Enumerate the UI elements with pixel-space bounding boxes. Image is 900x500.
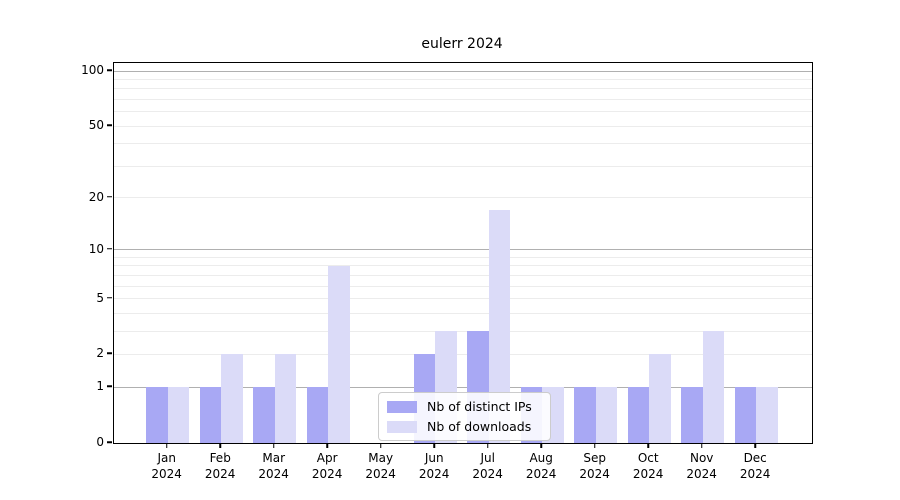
chart-title: eulerr 2024 — [421, 36, 503, 52]
bar-ips-oct — [627, 387, 650, 443]
y-tick-label-2: 2 — [96, 346, 104, 361]
legend-label-distinct-ips: Nb of distinct IPs — [427, 399, 532, 414]
gridline — [114, 111, 812, 113]
gridline — [114, 353, 812, 355]
bar-downloads-feb — [221, 354, 243, 443]
gridline — [114, 312, 812, 314]
bar-downloads-dec — [756, 387, 778, 443]
x-tick-label-aug: Aug 2024 — [525, 451, 557, 481]
x-tick-mark — [272, 443, 275, 448]
gridline — [114, 78, 812, 80]
y-tick-label-100: 100 — [81, 63, 104, 77]
x-tick-label-apr: Apr 2024 — [311, 451, 343, 481]
legend-entry-distinct-ips: Nb of distinct IPs — [387, 399, 532, 414]
x-tick-mark — [593, 443, 596, 448]
x-tick-label-jan: Jan 2024 — [151, 451, 182, 481]
x-tick-label-may: May 2024 — [365, 451, 396, 481]
gridline — [114, 98, 812, 100]
gridline — [114, 70, 812, 72]
gridline — [114, 330, 812, 332]
x-tick-mark — [754, 443, 756, 448]
y-tick-label-5: 5 — [96, 290, 104, 305]
x-tick-label-oct: Oct 2024 — [632, 451, 664, 481]
x-tick-label-jul: Jul 2024 — [472, 451, 503, 481]
bar-downloads-mar — [274, 354, 297, 443]
x-tick-label-nov: Nov 2024 — [686, 451, 717, 481]
bar-ips-apr — [306, 387, 329, 443]
gridline — [114, 197, 812, 199]
gridline — [114, 143, 812, 145]
x-tick-mark — [486, 443, 489, 448]
bar-downloads-jan — [167, 387, 190, 443]
bar-ips-jan — [146, 387, 168, 443]
gridline — [114, 386, 812, 388]
x-tick-mark — [165, 443, 168, 448]
bar-downloads-jul — [488, 210, 511, 443]
gridline — [114, 249, 812, 251]
x-tick-mark — [326, 443, 328, 448]
x-tick-mark — [700, 443, 703, 448]
bar-downloads-sep — [595, 387, 618, 443]
y-tick-mark — [107, 69, 112, 71]
x-tick-mark — [540, 443, 542, 448]
y-tick-label-10: 10 — [88, 241, 104, 256]
gridline — [114, 256, 812, 258]
gridline — [114, 265, 812, 267]
legend-label-downloads: Nb of downloads — [427, 419, 532, 434]
bar-downloads-oct — [649, 354, 671, 443]
gridline — [114, 274, 812, 276]
y-tick-label-20: 20 — [88, 189, 104, 204]
x-tick-label-mar: Mar 2024 — [258, 451, 289, 481]
bar-downloads-apr — [328, 265, 350, 443]
x-tick-label-sep: Sep 2024 — [579, 451, 610, 481]
y-tick-label-1: 1 — [96, 379, 104, 394]
bar-ips-mar — [253, 387, 275, 443]
x-tick-mark — [219, 443, 221, 448]
legend-swatch-downloads-icon — [387, 420, 417, 433]
y-tick-mark — [107, 124, 112, 126]
y-tick-mark — [107, 352, 112, 355]
x-tick-mark — [647, 443, 649, 448]
bar-ips-feb — [199, 387, 222, 443]
y-tick-mark — [107, 195, 112, 198]
legend-swatch-distinct-ips-icon — [387, 400, 417, 413]
gridline — [114, 125, 812, 127]
gridline — [114, 88, 812, 90]
bar-ips-nov — [681, 387, 703, 443]
bar-downloads-nov — [702, 331, 725, 443]
x-tick-mark — [433, 443, 435, 448]
x-tick-label-feb: Feb 2024 — [204, 451, 236, 481]
y-tick-mark — [107, 441, 112, 443]
bar-ips-dec — [734, 387, 757, 443]
bar-ips-sep — [574, 387, 596, 443]
y-tick-mark — [107, 385, 112, 387]
gridline — [114, 298, 812, 300]
y-tick-mark — [107, 247, 112, 250]
y-tick-mark — [107, 296, 112, 299]
plot-area — [113, 62, 813, 444]
gridline — [114, 285, 812, 287]
legend-entry-downloads: Nb of downloads — [387, 419, 532, 434]
gridline — [114, 165, 812, 167]
x-tick-label-jun: Jun 2024 — [418, 451, 450, 481]
x-tick-mark — [379, 443, 382, 448]
y-tick-label-0: 0 — [96, 435, 104, 449]
legend: Nb of distinct IPs Nb of downloads — [378, 392, 551, 441]
x-tick-label-dec: Dec 2024 — [739, 451, 771, 481]
y-tick-label-50: 50 — [88, 118, 104, 133]
